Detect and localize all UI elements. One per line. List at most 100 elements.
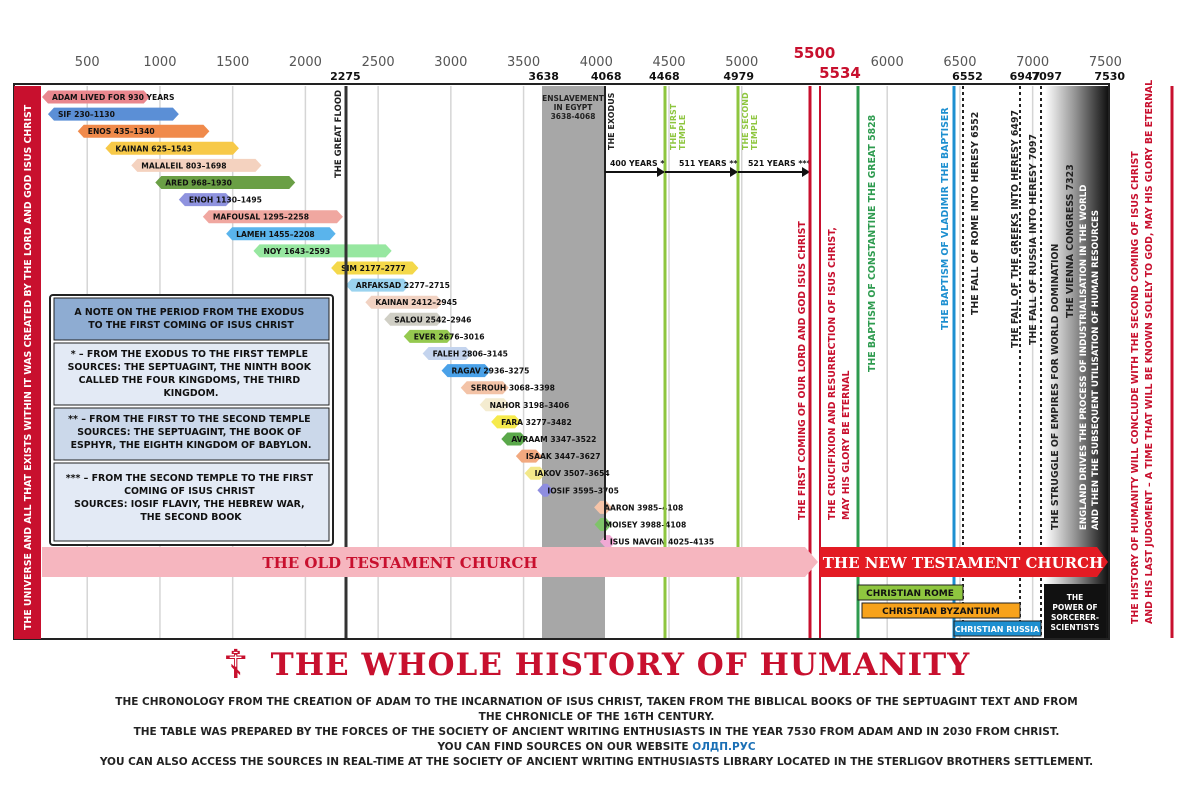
- website-link[interactable]: ОЛДП.РУС: [692, 741, 756, 753]
- patriarch-bar-shape: [105, 141, 239, 155]
- patriarch-bar-shape: [594, 500, 613, 514]
- event-year-6552: 6552: [952, 70, 983, 83]
- christian-byzantium-label: CHRISTIAN BYZANTIUM: [882, 607, 1000, 617]
- patriarch-bar-shape: [441, 364, 491, 378]
- new-testament-arrow: [820, 547, 1108, 577]
- patriarch-bar: MOISEY 3988–4108: [594, 518, 687, 531]
- footer-line-4: YOU CAN FIND SOURCES ON OUR WEBSITE ОЛДП…: [0, 740, 1193, 755]
- patriarch-bar-shape: [515, 449, 543, 463]
- patriarch-bar-shape: [537, 483, 554, 497]
- top-tick-1000: 1000: [143, 55, 176, 70]
- top-tick-7000: 7000: [1016, 55, 1049, 70]
- patriarch-bar-shape: [460, 381, 509, 395]
- right-banner-line-1: THE HISTORY OF HUMANITY WILL CONCLUDE WI…: [1130, 151, 1141, 624]
- patriarch-label: ARED 968–1930: [165, 179, 232, 188]
- top-tick-500: 500: [75, 55, 100, 70]
- exodus-label: THE EXODUS: [607, 92, 616, 150]
- patriarch-bar: EVER 2676–3016: [403, 329, 485, 343]
- modern-era-band: [1045, 86, 1108, 638]
- crucifixion-label-2: MAY HIS GLORY BE ETERNAL: [841, 371, 852, 520]
- note-item-3: *** – FROM THE SECOND TEMPLE TO THE FIRS…: [66, 473, 317, 523]
- footer-title-row: ☦ THE WHOLE HISTORY OF HUMANITY: [0, 645, 1193, 685]
- patriarch-label: SEROUH 3068–3398: [471, 384, 555, 393]
- event-year-5534: 5534: [819, 64, 861, 82]
- enslavement-label-3: 3638-4068: [551, 112, 596, 121]
- patriarch-label: RAGAV 2936–3275: [452, 367, 530, 376]
- note-box: A NOTE ON THE PERIOD FROM THE EXODUS TO …: [49, 294, 334, 546]
- patriarch-label: ADAM LIVED FOR 930 YEARS: [52, 93, 174, 102]
- patriarch-label: ARFAKSAD 2277–2715: [356, 281, 450, 290]
- patriarch-bar-shape: [403, 329, 454, 343]
- patriarch-bar: MALALEIL 803–1698: [131, 158, 262, 172]
- top-tick-1500: 1500: [216, 55, 249, 70]
- patriarch-bar: SALOU 2542–2946: [384, 312, 471, 326]
- note-item-1: * – FROM THE EXODUS TO THE FIRST TEMPLE …: [68, 349, 315, 399]
- patriarch-bar-shape: [47, 107, 179, 121]
- patriarch-label: MOISEY 3988–4108: [605, 521, 687, 530]
- patriarch-bar-shape: [202, 210, 343, 224]
- patriarch-bar-shape: [345, 278, 410, 292]
- enslavement-band: [542, 86, 605, 638]
- patriarch-bar-shape: [491, 415, 521, 429]
- gap-arrow-3-head: [802, 167, 810, 177]
- gap-label-1: 400 YEARS *: [610, 159, 664, 168]
- event-year-6947: 6947: [1010, 70, 1041, 83]
- patriarch-label: EVER 2676–3016: [414, 332, 485, 341]
- christian-byzantium-bar: [861, 602, 1021, 619]
- patriarch-label: ISAAK 3447–3627: [526, 452, 601, 461]
- second-temple-label: THE SECONDTEMPLE: [741, 92, 759, 150]
- top-tick-5000: 5000: [725, 55, 758, 70]
- christian-russia-label: CHRISTIAN RUSSIA: [955, 625, 1040, 634]
- first-coming-label: THE FIRST COMING OF OUR LORD AND GOD ISU…: [797, 221, 808, 520]
- footer-line-5: YOU CAN ALSO ACCESS THE SOURCES IN REAL-…: [99, 756, 1094, 768]
- vienna-label: THE VIENNA CONGRESS 7323: [1065, 164, 1076, 318]
- fall-greeks-label: THE FALL OF THE GREEKS INTO HERESY 6497: [1010, 110, 1021, 348]
- patriarch-bar-shape: [599, 535, 616, 549]
- patriarch-bar-shape: [226, 227, 336, 241]
- note-item-2: ** – FROM THE FIRST TO THE SECOND TEMPLE…: [68, 414, 314, 451]
- footer-line-2: THE CHRONICLE OF THE 16TH CENTURY.: [478, 711, 715, 723]
- left-banner: [14, 86, 41, 639]
- christian-rome-bar: [857, 584, 964, 601]
- crucifixion-label-1: THE CRUCIFIXION AND RESURRECTION OF ISUS…: [827, 227, 838, 520]
- patriarch-bar-shape: [384, 312, 443, 326]
- event-year-3638: 3638: [528, 70, 559, 83]
- christian-rome-label: CHRISTIAN ROME: [866, 589, 954, 599]
- enslavement-label-1: ENSLAVEMENT: [542, 94, 605, 103]
- footer-description: THE CHRONOLOGY FROM THE CREATION OF ADAM…: [0, 695, 1193, 770]
- patriarch-bar: FALEH 2806–3145: [422, 347, 508, 360]
- patriarch-bar: ISUS NAVGIN 4025–4135: [599, 535, 714, 549]
- patriarch-bar-shape: [501, 432, 527, 446]
- orthodox-cross-icon: ☦: [222, 642, 249, 688]
- patriarch-bar: KAINAN 2412–2945: [365, 295, 457, 309]
- patriarch-label: MALALEIL 803–1698: [141, 161, 226, 170]
- patriarch-label: FARA 3277–3482: [501, 418, 572, 427]
- patriarch-bar: ENOS 435–1340: [77, 124, 210, 138]
- footer-line-4-text: YOU CAN FIND SOURCES ON OUR WEBSITE: [437, 741, 693, 753]
- patriarch-bar: LAMEH 1455–2208: [226, 227, 336, 241]
- patriarch-label: NAHOR 3198–3406: [490, 401, 570, 410]
- patriarch-bar: ARFAKSAD 2277–2715: [345, 278, 450, 292]
- sorcerers-label-3: SORCERER-: [1051, 613, 1099, 622]
- footer-line-1: THE CHRONOLOGY FROM THE CREATION OF ADAM…: [115, 696, 1078, 708]
- patriarch-bar-shape: [253, 244, 392, 258]
- event-year-2275: 2275: [330, 70, 361, 83]
- top-tick-6000: 6000: [871, 55, 904, 70]
- struggle-label: THE STRUGGLE OF EMPIRES FOR WORLD DOMINA…: [1050, 244, 1061, 530]
- patriarch-label: FALEH 2806–3145: [433, 350, 508, 359]
- patriarch-bars: ADAM LIVED FOR 930 YEARS SIF 230–1130 ENOS…: [42, 90, 714, 549]
- patriarch-label: NOY 1643–2593: [263, 247, 330, 256]
- patriarch-bar: KAINAN 625–1543: [105, 141, 239, 155]
- old-testament-arrow: [42, 547, 818, 577]
- patriarch-bar-shape: [155, 176, 296, 189]
- sorcerers-box: [1044, 584, 1106, 638]
- gap-arrow-1-head: [657, 167, 665, 177]
- patriarch-bar: MAFOUSAL 1295–2258: [202, 210, 343, 224]
- patriarch-bar-shape: [479, 398, 510, 412]
- event-year-7097: 7097: [1031, 70, 1062, 83]
- patriarch-bar: SIM 2177–2777: [331, 261, 419, 275]
- gap-arrow-2-head: [730, 167, 738, 177]
- top-tick-3500: 3500: [507, 55, 540, 70]
